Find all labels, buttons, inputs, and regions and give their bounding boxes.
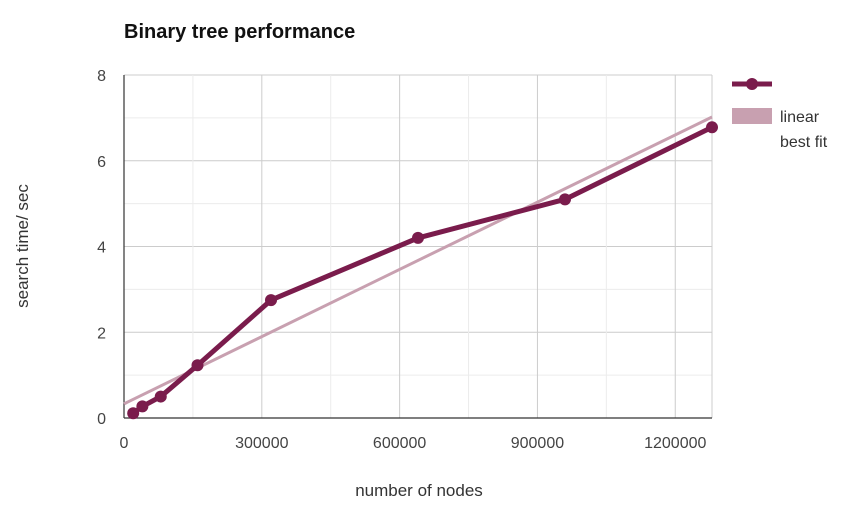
y-tick-label: 4 [97,240,106,257]
y-tick-label: 6 [97,154,106,171]
legend-fit-label-line1: linear [780,109,820,126]
y-tick-label: 8 [97,68,106,85]
legend-series-marker [746,78,758,90]
tick-labels: 0 2 4 6 8 0 300000 600000 900000 1200000 [97,68,706,452]
plot-area [123,115,718,420]
legend-fit-swatch [732,108,772,124]
y-tick-label: 2 [97,325,106,342]
best-fit-line [123,115,713,406]
x-tick-label: 0 [120,435,129,452]
x-axis-label: number of nodes [355,481,483,500]
legend: linear best fit [732,78,828,151]
data-point [191,359,204,372]
data-point [265,294,277,307]
axes [123,75,712,419]
y-tick-label: 0 [97,411,106,428]
data-point [136,400,149,413]
x-tick-label: 300000 [235,435,288,452]
legend-fit-label-line2: best fit [780,134,828,151]
series-line [131,125,714,416]
data-point [706,121,718,134]
y-axis-label: search time/ sec [13,184,32,308]
x-tick-label: 1200000 [644,435,706,452]
data-point [412,231,424,244]
data-point [127,407,140,420]
chart-title: Binary tree performance [124,21,355,43]
data-point [559,193,571,206]
data-point [154,390,167,403]
x-tick-label: 600000 [373,435,426,452]
grid [124,74,713,419]
x-tick-label: 900000 [511,435,564,452]
